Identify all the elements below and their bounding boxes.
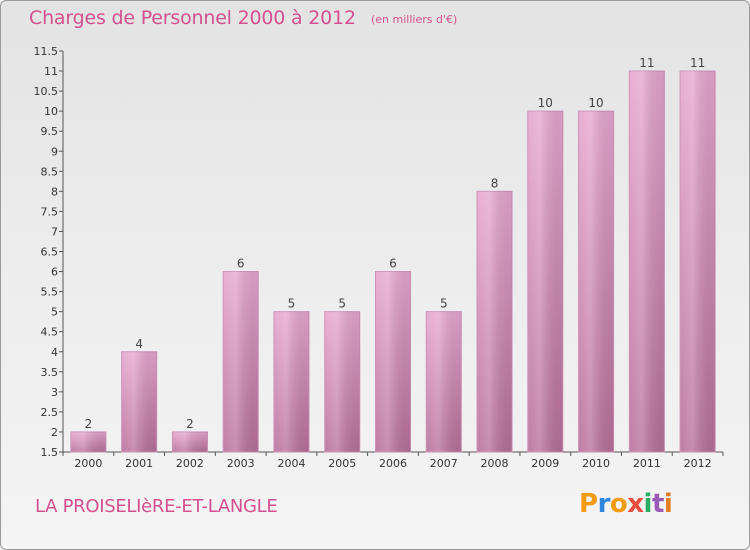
bar-shine bbox=[70, 431, 106, 452]
logo-letter: o bbox=[609, 489, 628, 519]
x-tick-label: 2009 bbox=[531, 457, 559, 470]
y-tick-label: 8.5 bbox=[41, 165, 59, 178]
y-tick-label: 4.5 bbox=[41, 326, 59, 339]
chart-subtitle: (en milliers d'€) bbox=[371, 13, 458, 26]
data-label: 6 bbox=[237, 257, 245, 271]
data-label: 5 bbox=[288, 297, 296, 311]
y-tick-label: 2.5 bbox=[41, 406, 59, 419]
bar-shine bbox=[324, 311, 360, 452]
bar-shine bbox=[578, 111, 614, 453]
y-tick-label: 7 bbox=[51, 225, 58, 238]
bars bbox=[70, 70, 716, 453]
x-tick-label: 2004 bbox=[277, 457, 305, 470]
y-tick-label: 11.5 bbox=[34, 45, 59, 58]
logo-letter: t bbox=[651, 489, 664, 519]
logo-letter: r bbox=[597, 489, 611, 519]
x-tick-label: 2005 bbox=[328, 457, 356, 470]
y-tick-label: 9.5 bbox=[41, 125, 59, 138]
commune-name: LA PROISELIèRE-ET-LANGLE bbox=[35, 496, 278, 517]
y-tick-label: 6.5 bbox=[41, 246, 59, 259]
y-tick-label: 4 bbox=[51, 346, 58, 359]
y-tick-label: 1.5 bbox=[41, 446, 59, 459]
bar-shine bbox=[121, 351, 157, 452]
y-tick-label: 6 bbox=[51, 266, 58, 279]
bar-shine bbox=[477, 191, 513, 452]
bar-shine bbox=[527, 111, 563, 453]
data-label: 10 bbox=[538, 96, 553, 110]
y-tick-label: 5 bbox=[51, 306, 58, 319]
x-tick-label: 2011 bbox=[633, 457, 661, 470]
logo-letter: i bbox=[643, 489, 653, 519]
data-label: 8 bbox=[491, 176, 499, 190]
data-label: 5 bbox=[440, 297, 448, 311]
logo-letter: P bbox=[579, 489, 598, 519]
data-label: 11 bbox=[690, 56, 705, 70]
y-tick-label: 3 bbox=[51, 386, 58, 399]
data-label: 2 bbox=[85, 417, 93, 431]
data-label: 11 bbox=[639, 56, 654, 70]
y-tick-label: 11 bbox=[44, 65, 58, 78]
data-label: 10 bbox=[588, 96, 603, 110]
chart-title: Charges de Personnel 2000 à 2012 bbox=[29, 7, 356, 29]
data-labels: 2 4 2 6 5 5 6 5 8 10 10 11 11 bbox=[85, 56, 706, 431]
proxiti-logo[interactable]: Proxiti bbox=[579, 489, 673, 519]
bar-shine bbox=[172, 431, 208, 452]
y-tick-label: 10 bbox=[44, 105, 58, 118]
data-label: 6 bbox=[389, 257, 397, 271]
bar-shine bbox=[680, 71, 716, 453]
bar-shine bbox=[273, 311, 309, 452]
logo-letter: x bbox=[627, 489, 644, 519]
bar-shine bbox=[375, 271, 411, 452]
y-tick-label: 10.5 bbox=[34, 85, 59, 98]
x-tick-label: 2007 bbox=[430, 457, 458, 470]
y-tick-label: 7.5 bbox=[41, 205, 59, 218]
x-tick-label: 2003 bbox=[227, 457, 255, 470]
bar-shine bbox=[426, 311, 462, 452]
y-tick-label: 8 bbox=[51, 185, 58, 198]
x-axis: 2000 2001 2002 2003 2004 2005 2006 2007 2008 2009… bbox=[62, 451, 724, 470]
x-tick-label: 2010 bbox=[582, 457, 610, 470]
data-label: 4 bbox=[135, 337, 143, 351]
data-label: 2 bbox=[186, 417, 194, 431]
y-axis: 1.5 2 2.5 3 3.5 4 4.5 5 5.5 6 6.5 7 7.5 8 8.5 9 9.5 10 10.… bbox=[34, 45, 64, 459]
logo-letter: i bbox=[663, 489, 673, 519]
bar-shine bbox=[629, 71, 665, 453]
bar-shine bbox=[223, 271, 259, 452]
x-tick-label: 2008 bbox=[481, 457, 509, 470]
data-label: 5 bbox=[338, 297, 346, 311]
y-tick-label: 5.5 bbox=[41, 286, 59, 299]
x-tick-label: 2012 bbox=[684, 457, 712, 470]
x-tick-label: 2006 bbox=[379, 457, 407, 470]
y-tick-label: 9 bbox=[51, 145, 58, 158]
x-tick-label: 2001 bbox=[125, 457, 153, 470]
x-tick-label: 2000 bbox=[74, 457, 102, 470]
y-tick-label: 3.5 bbox=[41, 366, 59, 379]
x-tick-label: 2002 bbox=[176, 457, 204, 470]
y-tick-label: 2 bbox=[51, 426, 58, 439]
